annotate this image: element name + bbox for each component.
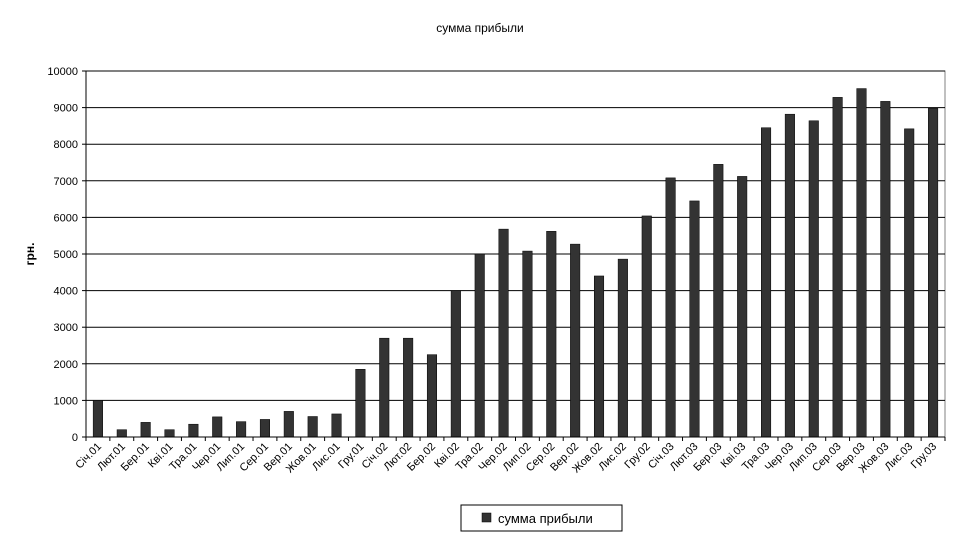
y-tick-label: 2000 — [54, 359, 78, 371]
chart-title: сумма прибыли — [436, 21, 523, 35]
y-tick-label: 0 — [72, 432, 78, 444]
y-tick-label: 3000 — [54, 322, 78, 334]
legend: сумма прибыли — [460, 504, 623, 532]
bar — [140, 422, 151, 438]
bar — [928, 108, 939, 438]
bar — [689, 200, 700, 438]
bar — [92, 400, 103, 438]
y-tick-label: 5000 — [54, 249, 78, 261]
bar — [665, 177, 676, 438]
bar — [784, 113, 795, 438]
bar — [164, 429, 175, 438]
bar — [904, 128, 915, 438]
y-tick-label: 1000 — [54, 395, 78, 407]
x-tick-label: Гру.03 — [909, 441, 939, 471]
bar — [236, 421, 247, 438]
bar — [259, 419, 270, 438]
bar — [283, 411, 294, 438]
bar — [498, 228, 509, 438]
x-axis-ticks: Січ.01Лют.01Бер.01Кві.01Тра.01Чер.01Лип.… — [73, 437, 946, 475]
y-tick-label: 9000 — [54, 103, 78, 115]
bar — [379, 337, 390, 438]
y-tick-label: 8000 — [54, 139, 78, 151]
bar — [808, 120, 819, 438]
y-axis-ticks: 0 1000 2000 3000 4000 5000 6000 7000 8000 9000 100… — [47, 66, 86, 444]
y-tick-label: 6000 — [54, 212, 78, 224]
bar — [474, 253, 485, 438]
bar-series — [92, 88, 939, 438]
bar — [116, 429, 127, 438]
bar — [713, 164, 724, 438]
legend-label: сумма прибыли — [498, 511, 593, 526]
y-tick-label: 4000 — [54, 286, 78, 298]
bar — [761, 127, 772, 438]
bar — [522, 250, 533, 438]
bar — [641, 215, 652, 438]
bar — [403, 337, 414, 438]
y-axis-label: грн. — [23, 243, 37, 266]
bar — [570, 243, 581, 438]
bar — [593, 275, 605, 438]
bar — [355, 369, 366, 438]
legend-swatch — [481, 512, 492, 523]
y-tick-label: 10000 — [47, 66, 78, 78]
bar — [856, 88, 867, 438]
bar — [880, 101, 891, 438]
bar — [331, 413, 342, 438]
bar — [426, 354, 438, 438]
y-tick-label: 7000 — [54, 176, 78, 188]
bar — [546, 231, 557, 438]
bar — [188, 423, 199, 438]
bar — [450, 290, 461, 438]
gridlines — [86, 70, 945, 401]
bar — [617, 258, 628, 438]
bar — [832, 97, 843, 438]
bar — [212, 416, 223, 438]
bar — [737, 176, 748, 438]
bar — [307, 416, 318, 438]
